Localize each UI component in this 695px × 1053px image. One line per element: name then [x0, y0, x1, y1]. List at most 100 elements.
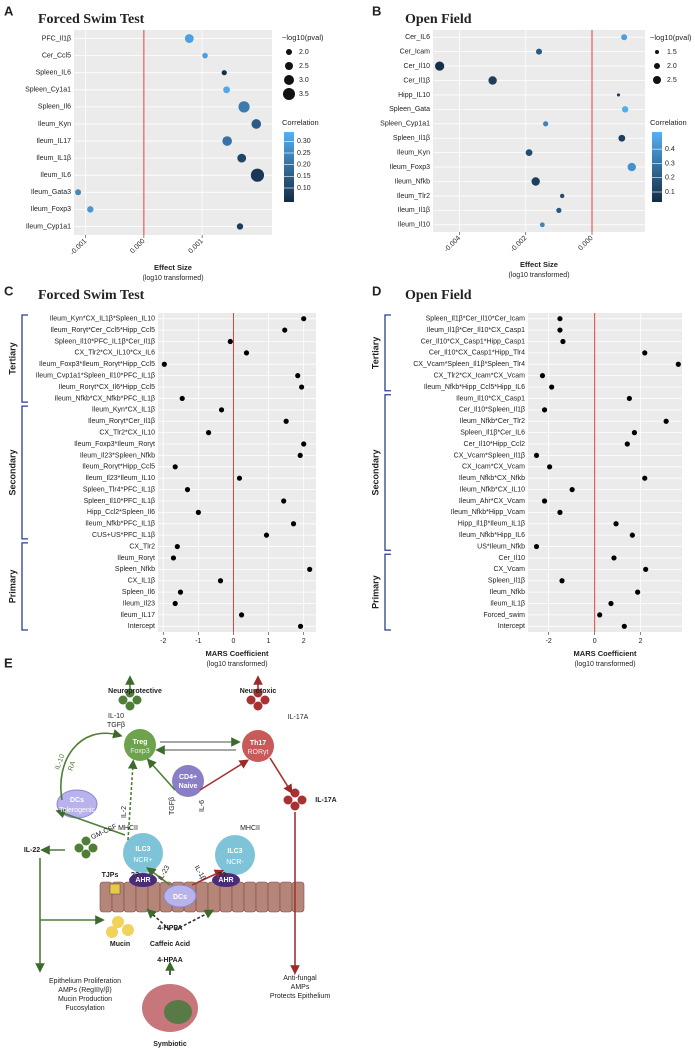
arrow	[146, 908, 171, 931]
diagram-label: AMPs (RegIIIγ/β)	[58, 987, 111, 994]
y-tick-label: Cer_IL6	[405, 34, 430, 41]
colorbar-label: 0.1	[665, 189, 675, 196]
dot	[301, 441, 307, 447]
y-tick-label: Spleen_Cy1a1	[25, 87, 71, 94]
dot	[675, 361, 681, 367]
bubble	[539, 222, 545, 228]
colorbar-label: 0.30	[297, 138, 311, 145]
y-tick-label: Ileum_Rorγt*CX_Il6*Hipp_Ccl5	[59, 384, 156, 391]
dot	[170, 555, 177, 561]
panel-letter: C	[4, 283, 14, 298]
diagram-label: MHCII	[240, 825, 260, 832]
y-tick-label: Spleen_Il1β	[393, 135, 430, 142]
naive-cell	[172, 765, 204, 797]
dot	[643, 566, 649, 572]
diagram-label: ILC3	[135, 846, 150, 853]
dot	[539, 373, 546, 379]
bubble	[621, 106, 629, 113]
y-tick-label: Cer_Il10*CX_Casp1*Hipp_Tlr4	[429, 350, 525, 357]
dot	[281, 498, 287, 504]
legend-title: Correlation	[282, 118, 319, 127]
legend-size-key	[285, 62, 293, 70]
y-tick-label: Ileum_Kyn	[38, 121, 71, 128]
x-tick-label: 0	[593, 638, 597, 645]
bubble	[87, 206, 94, 213]
x-tick-label: 0	[232, 638, 236, 645]
arrow	[60, 729, 123, 801]
x-axis-title: MARS Coefficient	[574, 649, 637, 658]
diagram-label: Mucin	[110, 941, 130, 948]
y-tick-label: Spleen_Gata	[389, 106, 430, 113]
bubble	[222, 136, 232, 146]
bubble	[618, 134, 626, 142]
colorbar	[284, 132, 294, 202]
bubble	[543, 121, 549, 127]
cytokine	[297, 795, 307, 805]
epithelial-cell	[123, 881, 137, 913]
diagram-label: IL-1β	[193, 864, 207, 881]
group-bracket	[384, 394, 391, 551]
y-tick-label: PFC_Il1β	[42, 35, 71, 42]
dot	[283, 418, 289, 424]
legend-size-key	[283, 88, 295, 100]
group-label: Primary	[7, 570, 17, 604]
colorbar-label: 0.10	[297, 185, 311, 192]
legend-size-label: 3.5	[299, 91, 309, 98]
diagram-label: Neurotoxic	[240, 688, 277, 695]
diagram-label: IL-17A	[288, 714, 309, 721]
y-tick-label: Spleen_Il6	[38, 104, 71, 111]
x-axis-subtitle: (log10 transformed)	[508, 272, 569, 279]
x-axis-title: MARS Coefficient	[206, 649, 269, 658]
diagram-label: ??	[131, 872, 140, 879]
arrow	[55, 809, 126, 836]
dot	[541, 498, 548, 504]
bubble	[536, 48, 542, 55]
y-tick-label: Cer_Il1β	[403, 77, 430, 84]
bubble	[559, 193, 565, 199]
diagram-label: CD4+	[179, 774, 197, 781]
ilc3-cell	[215, 835, 255, 875]
y-tick-label: Ileum_Il23*Ileum_IL10	[85, 475, 155, 482]
diagram-label: Neuroprotective	[108, 688, 162, 695]
bubble	[627, 162, 636, 172]
y-tick-label: Ileum_Il10*CX_Casp1	[456, 395, 525, 402]
epithelial-cell	[207, 881, 221, 913]
y-tick-label: Spleen_Il1β	[488, 578, 525, 585]
cytokine	[290, 788, 300, 798]
dc-cell	[163, 884, 197, 908]
y-tick-label: Cer_Icam	[400, 48, 431, 55]
y-tick-label: Ileum_Foxp3	[31, 206, 72, 213]
bubble	[251, 119, 262, 129]
dot	[533, 543, 540, 550]
treg-cell	[124, 729, 156, 761]
dot	[263, 532, 270, 538]
legend-size-label: 3.0	[299, 77, 309, 84]
dot	[611, 555, 617, 561]
y-tick-label: Ileum_Gata3	[31, 189, 71, 196]
y-tick-label: Ileum_Rorγt*Hipp_Ccl5	[82, 464, 155, 471]
diagram-label: NCR-	[226, 859, 244, 866]
x-tick-label: -0.001	[69, 238, 88, 257]
y-tick-label: Spleen_Il10*PFC_IL1β	[84, 498, 155, 505]
y-tick-label: Spleen_Nfkb	[115, 566, 155, 573]
cytokine	[253, 701, 263, 711]
dot	[301, 316, 307, 322]
y-tick-label: Ileum_IL6	[40, 172, 71, 179]
group-label: Primary	[370, 575, 380, 609]
diagram-label: Caffeic Acid	[150, 941, 190, 948]
bubble	[525, 149, 533, 157]
diagram-label: NCR+	[133, 857, 152, 864]
legend-title: −log10(pval)	[650, 33, 692, 42]
plot-background	[74, 30, 272, 235]
diagram-label: IL-10	[108, 713, 124, 720]
y-tick-label: Ileum_Nfkb*Hipp_IL6	[459, 532, 525, 539]
y-tick-label: Ileum_Nfkb*CX_IL10	[460, 486, 525, 493]
dot	[172, 464, 178, 470]
mucin	[106, 926, 118, 938]
epithelial-cell	[231, 881, 245, 913]
cytokine	[260, 695, 270, 705]
cytokine	[125, 688, 135, 698]
y-tick-label: Ileum_IL17	[36, 138, 71, 145]
x-axis-title: Effect Size	[154, 263, 192, 272]
legend-size-key	[286, 49, 292, 55]
